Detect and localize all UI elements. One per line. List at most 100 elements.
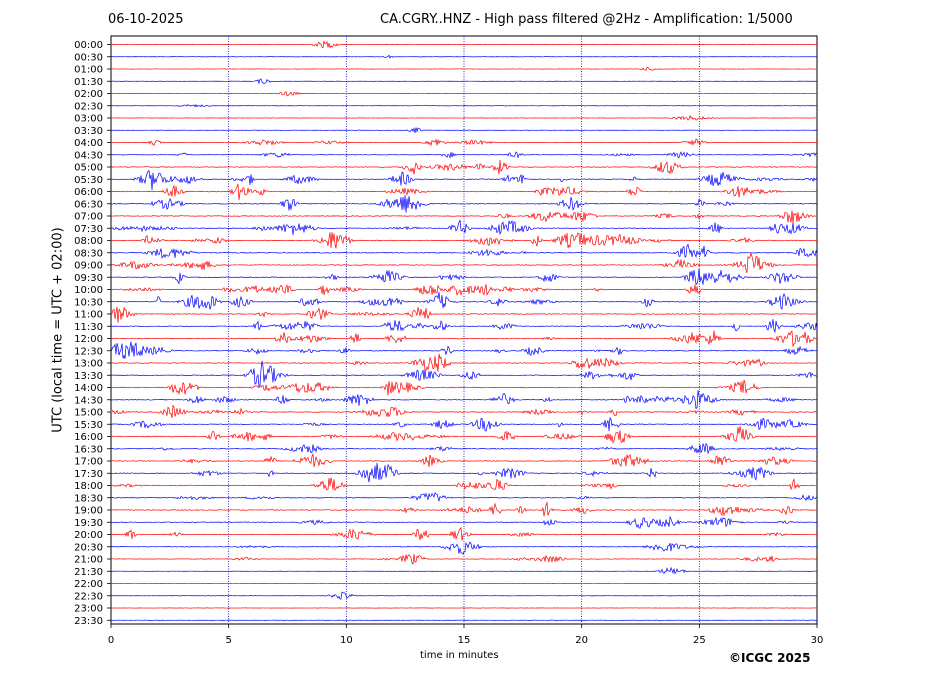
y-tick-label: 21:30	[74, 567, 103, 578]
y-tick-label: 22:30	[74, 591, 103, 602]
trace-1630	[110, 442, 818, 455]
y-tick-label: 20:00	[74, 530, 103, 541]
y-tick-label: 07:30	[74, 224, 103, 235]
x-tick-label: 30	[811, 635, 824, 646]
y-tick-label: 22:00	[74, 579, 103, 590]
trace-0630	[110, 195, 818, 213]
y-tick-label: 08:30	[74, 248, 103, 259]
trace-1900	[110, 501, 818, 517]
y-tick-label: 06:00	[74, 187, 103, 198]
y-tick-label: 09:30	[74, 273, 103, 284]
y-tick-label: 14:30	[74, 395, 103, 406]
x-tick-label: 20	[575, 635, 588, 646]
trace-0100	[110, 66, 818, 71]
y-tick-label: 19:00	[74, 506, 103, 517]
trace-0530	[110, 169, 818, 191]
y-tick-label: 13:30	[74, 371, 103, 382]
trace-1100	[110, 306, 818, 323]
y-tick-label: 03:30	[74, 126, 103, 137]
trace-1600	[110, 426, 818, 444]
trace-0330	[110, 127, 818, 133]
trace-0900	[110, 251, 818, 274]
trace-2230	[110, 591, 818, 600]
y-tick-label: 11:00	[74, 310, 103, 321]
y-tick-label: 20:30	[74, 542, 103, 553]
trace-1830	[110, 492, 818, 502]
y-tick-label: 16:00	[74, 432, 103, 443]
trace-0500	[110, 159, 818, 175]
trace-1730	[110, 463, 818, 483]
y-tick-label: 03:00	[74, 114, 103, 125]
trace-0300	[110, 114, 818, 121]
trace-0400	[110, 138, 818, 147]
y-tick-label: 00:00	[74, 40, 103, 51]
trace-1500	[110, 404, 817, 418]
trace-1700	[110, 452, 818, 468]
trace-0230	[110, 104, 818, 108]
y-tick-label: 13:00	[74, 359, 103, 370]
y-tick-label: 11:30	[74, 322, 103, 333]
trace-1800	[110, 477, 818, 492]
y-tick-label: 10:30	[74, 297, 103, 308]
y-tick-label: 01:00	[74, 65, 103, 76]
trace-2030	[110, 541, 818, 555]
copyright-label: ©ICGC 2025	[729, 651, 811, 665]
y-tick-label: 00:30	[74, 52, 103, 63]
trace-0430	[110, 151, 818, 159]
y-tick-label: 04:00	[74, 138, 103, 149]
y-tick-label: 05:00	[74, 163, 103, 174]
y-tick-label: 18:00	[74, 481, 103, 492]
y-tick-label: 12:00	[74, 334, 103, 345]
y-tick-label: 09:00	[74, 261, 103, 272]
trace-0000	[110, 40, 818, 49]
y-tick-label: 08:00	[74, 236, 103, 247]
trace-0830	[110, 243, 818, 259]
y-tick-label: 05:30	[74, 175, 103, 186]
trace-1030	[110, 292, 818, 310]
trace-0130	[110, 78, 818, 85]
trace-1230	[110, 341, 818, 359]
trace-1930	[110, 515, 818, 529]
trace-0600	[110, 183, 818, 201]
y-tick-label: 15:30	[74, 420, 103, 431]
x-tick-label: 5	[225, 635, 231, 646]
trace-1200	[110, 330, 818, 347]
y-tick-label: 04:30	[74, 150, 103, 161]
trace-2100	[110, 553, 818, 565]
trace-2000	[110, 526, 818, 541]
trace-1130	[110, 319, 818, 333]
trace-1430	[110, 390, 818, 409]
y-tick-label: 14:00	[74, 383, 103, 394]
trace-0200	[110, 91, 818, 97]
x-axis-label: time in minutes	[420, 650, 499, 661]
x-tick-label: 25	[693, 635, 706, 646]
y-tick-label: 17:00	[74, 457, 103, 468]
date-label: 06-10-2025	[108, 12, 184, 27]
chart-title: CA.CGRY..HNZ - High pass filtered @2Hz -…	[380, 12, 793, 27]
trace-1000	[110, 284, 818, 296]
y-tick-label: 12:30	[74, 346, 103, 357]
y-tick-label: 16:30	[74, 444, 103, 455]
y-tick-label: 10:00	[74, 285, 103, 296]
trace-0800	[110, 232, 818, 249]
y-tick-label: 17:30	[74, 469, 103, 480]
trace-0700	[110, 210, 818, 224]
trace-0930	[110, 268, 818, 285]
trace-2130	[110, 566, 818, 575]
y-tick-label: 23:30	[74, 616, 103, 627]
y-tick-label: 21:00	[74, 555, 103, 566]
x-tick-label: 10	[340, 635, 353, 646]
trace-1330	[110, 360, 818, 389]
x-tick-label: 15	[458, 635, 471, 646]
trace-1400	[110, 379, 818, 396]
y-tick-label: 02:30	[74, 101, 103, 112]
trace-0730	[110, 219, 818, 236]
y-tick-label: 01:30	[74, 77, 103, 88]
y-tick-label: 18:30	[74, 493, 103, 504]
y-tick-label: 23:00	[74, 604, 103, 615]
trace-1530	[110, 416, 818, 432]
trace-0030	[110, 54, 818, 59]
y-tick-label: 19:30	[74, 518, 103, 529]
y-tick-label: 06:30	[74, 199, 103, 210]
